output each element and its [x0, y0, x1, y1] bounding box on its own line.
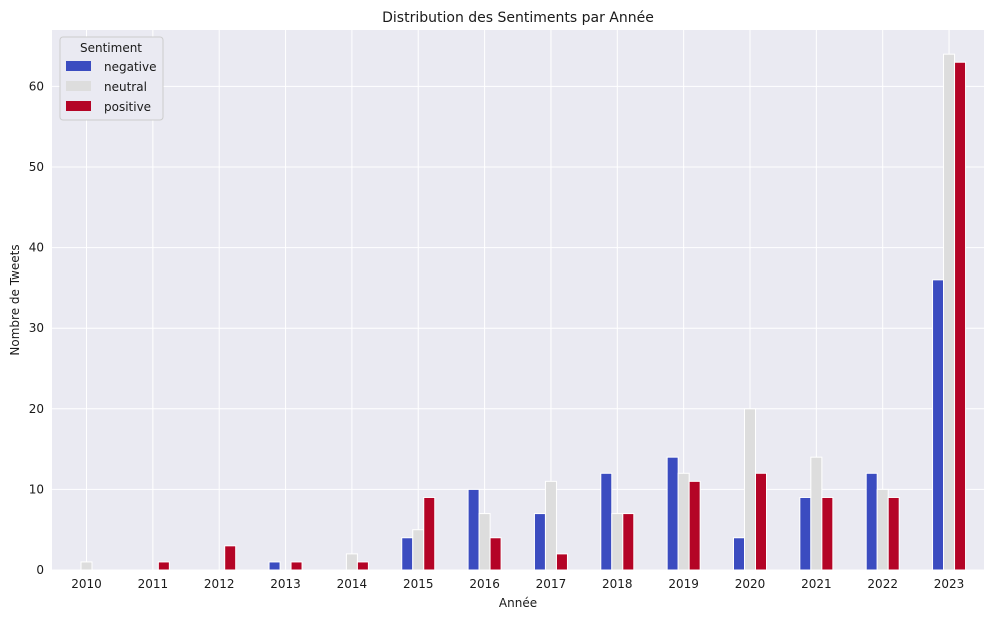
bar-positive-2019 — [688, 480, 701, 571]
bar-neutral-2017 — [544, 480, 557, 571]
bar-positive-2016 — [489, 537, 502, 571]
x-tick-label: 2022 — [867, 577, 898, 591]
x-tick-label: 2019 — [668, 577, 699, 591]
plot-area — [52, 30, 984, 570]
y-tick-label: 50 — [29, 160, 44, 174]
bar-positive-2013 — [290, 561, 303, 571]
bar-negative-2017 — [533, 513, 546, 571]
x-tick-label: 2017 — [536, 577, 567, 591]
bar-positive-2012 — [224, 545, 237, 571]
bar-negative-2016 — [467, 488, 480, 571]
bar-neutral-2015 — [412, 529, 425, 571]
bar-negative-2021 — [799, 496, 812, 571]
x-tick-label: 2010 — [71, 577, 102, 591]
y-tick-label: 10 — [29, 482, 44, 496]
legend-box — [59, 36, 164, 121]
y-tick-label: 0 — [36, 563, 44, 577]
y-tick-label: 30 — [29, 321, 44, 335]
x-tick-label: 2021 — [801, 577, 832, 591]
bar-neutral-2018 — [611, 513, 624, 571]
legend-label-negative: negative — [104, 60, 156, 74]
bar-neutral-2014 — [345, 553, 358, 571]
bar-neutral-2020 — [744, 408, 756, 571]
bar-negative-2020 — [733, 537, 745, 571]
bar-negative-2022 — [865, 472, 878, 571]
bar-negative-2023 — [932, 279, 945, 571]
bar-positive-2018 — [622, 513, 635, 571]
legend: Sentiment negative neutral positive — [59, 36, 164, 121]
y-tick-label: 60 — [29, 79, 44, 93]
bar-positive-2022 — [887, 496, 900, 571]
x-tick-label: 2012 — [204, 577, 235, 591]
bar-positive-2015 — [423, 496, 436, 571]
bar-positive-2021 — [821, 496, 834, 571]
bar-positive-2020 — [755, 472, 767, 571]
x-tick-label: 2020 — [735, 577, 766, 591]
bar-negative-2019 — [666, 456, 679, 571]
x-tick-label: 2014 — [337, 577, 368, 591]
legend-swatch-negative — [66, 61, 91, 71]
legend-swatch-neutral — [66, 81, 91, 91]
bar-positive-2023 — [954, 61, 967, 571]
bar-neutral-2022 — [876, 488, 889, 571]
y-axis-label: Nombre de Tweets — [8, 244, 22, 355]
x-axis-ticks: 2010 2011 2012 2013 2014 2015 2016 2017 2018 2019… — [71, 577, 964, 591]
legend-label-neutral: neutral — [104, 80, 147, 94]
y-axis-ticks: 0 10 20 30 40 50 60 — [29, 79, 44, 577]
bar-negative-2015 — [401, 537, 414, 571]
bar-neutral-2016 — [478, 513, 491, 571]
x-tick-label: 2011 — [138, 577, 169, 591]
x-axis-label: Année — [499, 596, 537, 610]
bar-negative-2018 — [600, 472, 613, 571]
legend-label-positive: positive — [104, 100, 151, 114]
x-tick-label: 2018 — [602, 577, 633, 591]
legend-swatch-positive — [66, 101, 91, 111]
bar-positive-2011 — [157, 561, 170, 571]
y-tick-label: 20 — [29, 402, 44, 416]
y-tick-label: 40 — [29, 241, 44, 255]
bars — [80, 53, 967, 571]
x-tick-label: 2013 — [270, 577, 301, 591]
chart-title: Distribution des Sentiments par Année — [382, 10, 654, 26]
bar-neutral-2019 — [677, 472, 690, 571]
bar-positive-2017 — [555, 553, 568, 571]
bar-negative-2013 — [268, 561, 281, 571]
bar-positive-2014 — [356, 561, 369, 571]
x-tick-label: 2016 — [469, 577, 500, 591]
legend-title: Sentiment — [80, 41, 142, 55]
bar-neutral-2021 — [810, 456, 823, 571]
x-tick-label: 2015 — [403, 577, 434, 591]
bar-neutral-2023 — [943, 53, 956, 571]
bar-neutral-2010 — [80, 561, 93, 571]
x-tick-label: 2023 — [934, 577, 965, 591]
